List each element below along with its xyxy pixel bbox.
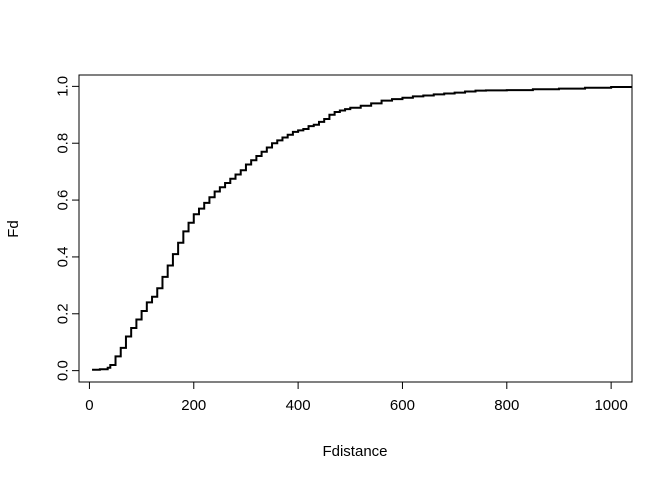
x-tick-label: 400 [286,397,311,414]
y-tick-label: 0.0 [55,360,72,381]
x-axis-title: Fdistance [322,443,387,460]
y-tick-label: 0.6 [55,190,72,211]
plot-frame [78,74,633,383]
ecdf-line [92,85,632,371]
y-axis-title: Fd [5,220,22,238]
x-tick-label: 600 [390,397,415,414]
plot-layer [92,85,632,371]
x-tick-label: 0 [85,397,93,414]
y-tick-label: 0.2 [55,303,72,324]
x-axis: 0 200 400 600 800 1000 [85,381,628,414]
y-tick-label: 0.4 [55,246,72,267]
x-tick-label: 800 [494,397,519,414]
y-tick-label: 0.8 [55,133,72,154]
x-tick-label: 1000 [594,397,627,414]
y-axis: 0.0 0.2 0.4 0.6 0.8 1.0 [55,76,80,381]
y-tick-label: 1.0 [55,76,72,97]
x-tick-label: 200 [181,397,206,414]
